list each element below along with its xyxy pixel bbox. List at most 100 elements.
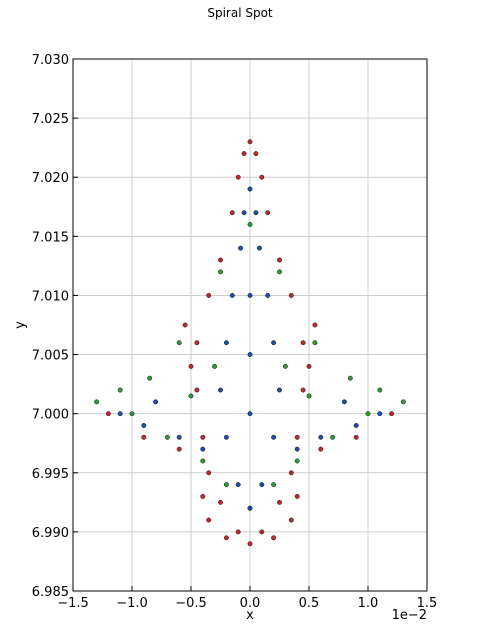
point xyxy=(265,210,271,216)
point xyxy=(153,399,159,405)
point xyxy=(318,446,324,452)
point xyxy=(206,292,212,298)
point xyxy=(288,517,294,523)
point xyxy=(238,245,244,251)
point xyxy=(200,458,206,464)
point xyxy=(218,269,223,275)
y-tick-label: 7.000 xyxy=(32,408,69,423)
point xyxy=(306,363,312,369)
point xyxy=(330,434,336,440)
point xyxy=(247,541,253,547)
point xyxy=(212,363,218,369)
point xyxy=(235,174,241,180)
chart-title: Spiral Spot xyxy=(207,6,273,20)
point xyxy=(194,340,200,346)
point xyxy=(94,399,100,405)
point xyxy=(253,151,259,157)
point xyxy=(271,535,277,541)
point xyxy=(147,375,153,381)
y-tick-label: 6.985 xyxy=(32,585,69,600)
point xyxy=(200,434,206,440)
point xyxy=(377,387,383,393)
x-axis-label: x xyxy=(246,608,254,623)
point xyxy=(306,393,312,399)
point xyxy=(271,434,277,440)
point xyxy=(259,482,265,488)
point xyxy=(218,387,223,393)
point xyxy=(256,245,262,251)
point xyxy=(247,292,253,298)
point xyxy=(271,482,277,488)
point xyxy=(229,210,235,216)
point xyxy=(389,411,395,417)
point xyxy=(377,411,383,417)
point xyxy=(265,292,271,298)
point xyxy=(300,387,306,393)
x-tick-label: −0.5 xyxy=(175,596,207,611)
point xyxy=(294,446,300,452)
point xyxy=(223,482,229,488)
point xyxy=(259,529,265,535)
y-axis-label: y xyxy=(13,321,28,329)
point xyxy=(282,363,288,369)
point xyxy=(277,387,282,393)
x-tick-label: −1.0 xyxy=(116,596,148,611)
point xyxy=(218,499,223,505)
point xyxy=(117,411,123,417)
point xyxy=(164,434,170,440)
x-tick-label: 0.5 xyxy=(299,596,320,611)
point xyxy=(188,363,194,369)
point xyxy=(247,222,253,227)
x-tick-label: 1.5 xyxy=(417,596,438,611)
point xyxy=(223,340,229,346)
point xyxy=(188,393,194,399)
point xyxy=(200,493,206,499)
point xyxy=(400,399,406,405)
point xyxy=(247,505,253,511)
point xyxy=(176,434,182,440)
point xyxy=(141,423,147,428)
point xyxy=(235,482,241,488)
point xyxy=(182,322,188,328)
point xyxy=(241,210,247,216)
point xyxy=(312,322,318,328)
x-tick-label: −1.5 xyxy=(57,596,89,611)
point xyxy=(206,517,212,523)
point xyxy=(300,340,306,346)
point xyxy=(253,210,259,216)
point xyxy=(247,352,253,358)
point xyxy=(105,411,111,417)
point xyxy=(347,375,353,381)
point xyxy=(141,434,147,440)
point xyxy=(312,340,318,346)
point xyxy=(259,174,265,180)
y-tick-label: 7.030 xyxy=(32,53,69,68)
point xyxy=(176,446,182,452)
y-tick-label: 7.025 xyxy=(32,112,69,127)
y-tick-label: 7.005 xyxy=(32,349,69,364)
point xyxy=(218,257,223,263)
point xyxy=(247,139,253,145)
point xyxy=(318,434,324,440)
point xyxy=(353,434,359,440)
point xyxy=(241,151,247,157)
point xyxy=(129,411,135,417)
point xyxy=(294,434,300,440)
point xyxy=(247,186,253,192)
point xyxy=(200,446,206,452)
point xyxy=(288,292,294,298)
x-tick-label: 0.0 xyxy=(240,596,261,611)
x-offset-label: 1e−2 xyxy=(392,608,427,623)
point xyxy=(277,269,282,275)
y-tick-label: 7.015 xyxy=(32,230,69,245)
point xyxy=(294,458,300,464)
point xyxy=(294,493,300,499)
point xyxy=(247,411,253,417)
y-tick-label: 6.990 xyxy=(32,526,69,541)
point xyxy=(271,340,277,346)
point xyxy=(229,292,235,298)
point xyxy=(277,499,282,505)
point xyxy=(176,340,182,346)
